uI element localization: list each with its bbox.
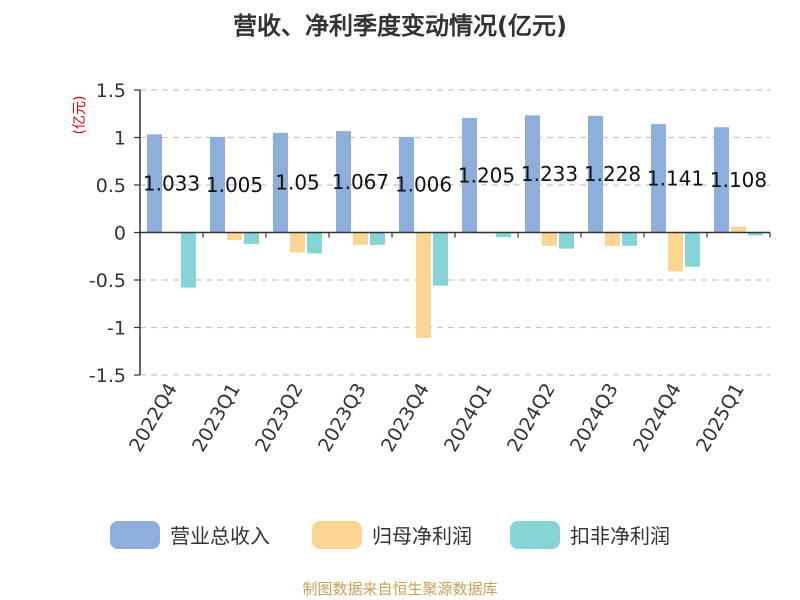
data-label: 1.108 [710,168,767,192]
bar-series-1-2024Q2 [525,115,540,233]
bar-series-1-2023Q3 [336,131,351,233]
bar-series-3-2023Q3 [370,232,385,245]
data-label: 1.033 [143,171,200,195]
bar-series-1-2024Q3 [588,115,603,233]
bar-series-3-2022Q4 [181,232,196,288]
chart-title: 营收、净利季度变动情况(亿元) [233,12,567,40]
axes [134,89,771,376]
x-tick-label: 2023Q4 [377,380,434,456]
y-tick-labels: 1.5 1 0.5 0 -0.5 -1 -1.5 [89,80,126,387]
bar-series-2-2024Q2 [542,232,557,246]
data-labels: 1.033 1.005 1.05 1.067 1.006 1.205 1.233 1.228 1… [143,162,767,197]
bar-series-1-2024Q1 [462,118,477,233]
y-tick-label: 1 [114,128,126,150]
legend-label: 归母净利润 [372,524,472,548]
bar-series-2-2023Q4 [416,232,431,338]
bar-series-2-2025Q1 [731,226,746,233]
bar-series-2-2023Q3 [353,232,368,245]
bar-series-1-2024Q4 [651,124,666,233]
bar-series-1-2023Q1 [210,137,225,233]
bar-series-3-2024Q4 [685,232,700,267]
bar-series-1-2022Q4 [147,134,162,233]
y-tick-label: 0.5 [96,175,126,197]
bar-series-2-2023Q1 [227,232,242,241]
bar-series-1-2023Q2 [273,132,288,233]
y-tick-label: -0.5 [89,270,126,292]
x-tick-label: 2024Q4 [629,380,686,456]
data-label: 1.067 [332,170,389,194]
x-tick-label: 2024Q1 [440,380,497,456]
x-tick-label: 2025Q1 [692,380,749,456]
legend-swatch [312,521,362,549]
legend-label: 营业总收入 [170,524,270,548]
data-label: 1.141 [647,166,704,190]
x-tick-label: 2023Q1 [188,380,245,456]
x-tick-label: 2024Q3 [566,380,623,456]
x-tick-label: 2022Q4 [125,380,182,456]
bar-series-3-2024Q3 [622,232,637,246]
data-label: 1.006 [395,173,452,197]
legend-swatch [510,521,560,549]
y-tick-label: -1.5 [89,365,126,387]
legend: 营业总收入 归母净利润 扣非净利润 [110,521,670,549]
bar-series-3-2023Q4 [433,232,448,286]
y-tick-label: 0 [114,223,126,245]
data-label: 1.005 [206,173,263,197]
y-unit-label: (亿元) [72,96,88,135]
bar-series-3-2024Q1 [496,232,511,238]
data-label: 1.05 [275,171,320,195]
bar-series-3-2023Q1 [244,232,259,244]
data-label: 1.205 [458,163,515,187]
source-note: 制图数据来自恒生聚源数据库 [302,580,497,598]
bar-series-1-2025Q1 [714,127,729,233]
bar-series-3-2023Q2 [307,232,322,254]
bar-series-2-2024Q3 [605,232,620,246]
bars [147,115,763,338]
data-label: 1.228 [584,162,641,186]
bar-series-3-2024Q2 [559,232,574,249]
y-tick-label: 1.5 [96,80,126,102]
bar-series-2-2023Q2 [290,232,305,253]
bar-series-2-2024Q4 [668,232,683,272]
bar-series-3-2025Q1 [748,232,763,236]
bar-series-1-2023Q4 [399,136,414,233]
y-tick-label: -1 [107,318,126,340]
grid-lines [140,89,770,376]
legend-swatch [110,521,160,549]
x-tick-label: 2023Q2 [251,380,308,456]
x-tick-labels: 2022Q4 2023Q1 2023Q2 2023Q3 2023Q4 2024Q1 2024… [125,380,749,456]
x-tick-label: 2024Q2 [503,380,560,456]
data-label: 1.233 [521,162,578,186]
x-tick-label: 2023Q3 [314,380,371,456]
legend-label: 扣非净利润 [570,524,670,548]
